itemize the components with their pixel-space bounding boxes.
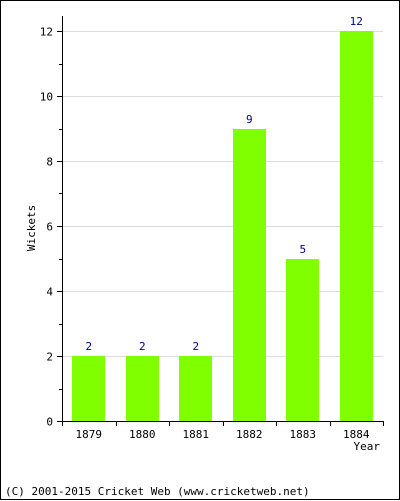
bar-1880 [126, 356, 159, 421]
y-tick-label: 12 [40, 26, 53, 39]
x-tick-label: 1879 [76, 428, 103, 441]
data-label: 2 [139, 340, 146, 353]
x-tick-label: 1880 [129, 428, 156, 441]
data-label: 9 [246, 113, 253, 126]
y-tick-label: 2 [46, 351, 53, 364]
bar-1879 [72, 356, 105, 421]
data-label: 5 [299, 243, 306, 256]
grid-lines [62, 31, 383, 357]
y-ticks-group: 0 2 4 6 8 10 12 [40, 26, 62, 429]
data-label: 2 [85, 340, 92, 353]
axes-group [62, 16, 383, 422]
y-tick-label: 8 [46, 156, 53, 169]
data-labels-group: 2 2 2 9 5 12 [85, 15, 362, 353]
x-tick-label: 1882 [236, 428, 263, 441]
bars-group [72, 31, 373, 422]
x-ticks-group: 1879 1880 1881 1882 1883 1884 [62, 421, 384, 441]
data-label: 12 [350, 15, 363, 28]
y-tick-label: 6 [46, 221, 53, 234]
copyright-footer: (C) 2001-2015 Cricket Web (www.cricketwe… [5, 485, 310, 498]
bar-1884 [340, 31, 373, 421]
bar-1882 [233, 129, 266, 422]
bar-1883 [286, 259, 319, 422]
y-tick-label: 4 [46, 286, 53, 299]
x-tick-label: 1884 [343, 428, 370, 441]
bar-1881 [179, 356, 212, 421]
y-axis-label: Wickets [25, 205, 38, 251]
x-axis-label: Year [354, 440, 381, 453]
x-tick-label: 1883 [290, 428, 317, 441]
x-tick-label: 1881 [183, 428, 210, 441]
y-tick-label: 0 [46, 416, 53, 429]
y-tick-label: 10 [40, 91, 53, 104]
data-label: 2 [192, 340, 199, 353]
